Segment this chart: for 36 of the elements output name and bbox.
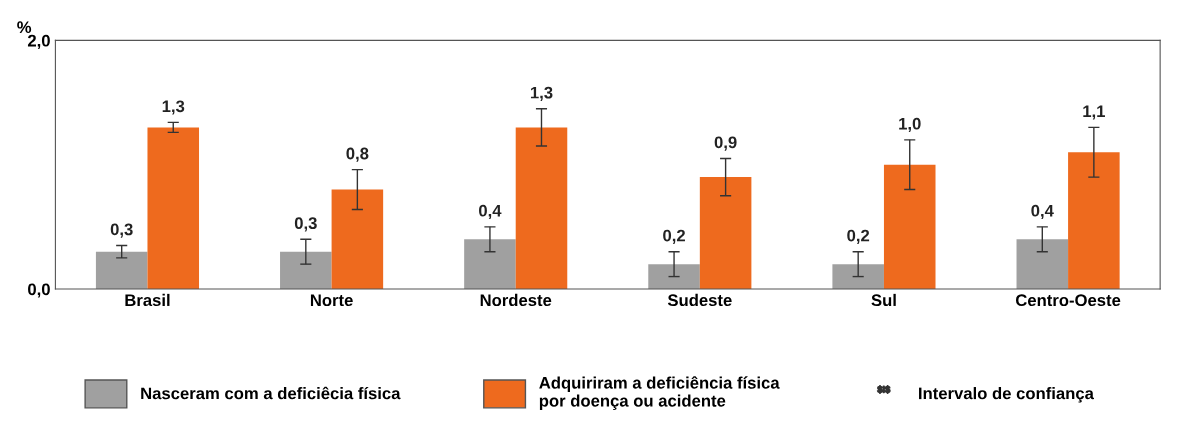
bar <box>648 264 700 289</box>
x-tick-label: Norte <box>310 294 353 307</box>
data-label: 0,2 <box>663 229 685 244</box>
y-tick-label: 0,0 <box>28 283 50 298</box>
bar <box>832 264 884 289</box>
y-tick-label: 2,0 <box>27 34 50 49</box>
y-axis-title: % <box>17 21 32 34</box>
x-tick-label: Nordeste <box>480 293 552 307</box>
bar <box>147 127 200 289</box>
bar <box>464 239 516 289</box>
bar <box>331 189 384 289</box>
data-label: 0,2 <box>847 229 870 244</box>
bar <box>95 251 148 289</box>
x-tick-label: Centro-Oeste <box>1015 294 1121 307</box>
data-label: 0,4 <box>479 204 502 220</box>
data-label: 1,3 <box>162 100 185 115</box>
x-tick-label: Sudeste <box>667 293 732 307</box>
bar <box>1068 152 1120 289</box>
data-label: 0,8 <box>346 147 369 162</box>
data-label: 0,3 <box>110 223 133 238</box>
x-tick-label: Brasil <box>125 293 170 307</box>
data-label: 0,9 <box>714 136 737 151</box>
bar <box>515 127 568 289</box>
data-label: 0,3 <box>294 217 317 232</box>
text: Intervalo de confiança <box>919 387 1094 403</box>
data-label: 1,3 <box>530 86 553 101</box>
data-label: 1,0 <box>899 117 921 132</box>
x-tick-label: Sul <box>871 293 896 307</box>
bar <box>280 251 332 289</box>
data-label: 0,4 <box>1031 204 1054 220</box>
data-label: 1,1 <box>1083 105 1105 120</box>
bar <box>883 164 936 289</box>
bar <box>699 177 752 289</box>
legend-label: Adquiriram a deficiência física por doença ou acidente <box>539 376 780 410</box>
legend-label: Nasceram com a deficiêcia física <box>141 386 401 400</box>
bar <box>1016 239 1069 289</box>
